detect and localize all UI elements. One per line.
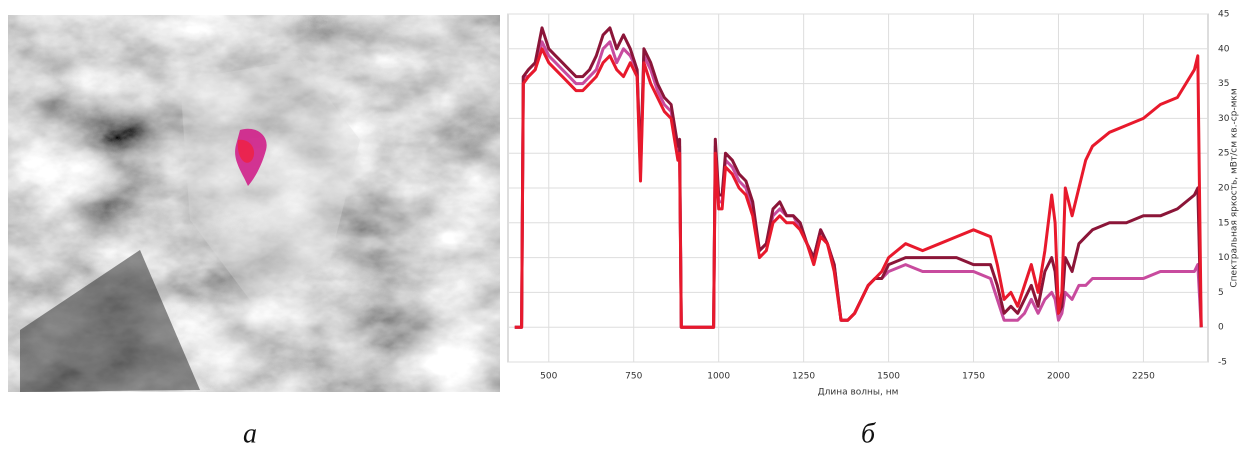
data-line <box>515 42 1201 327</box>
x-tick-label: 1000 <box>707 372 730 382</box>
x-axis-label: Длина волны, нм <box>818 388 899 398</box>
satellite-image <box>8 15 500 392</box>
y-tick-label: 10 <box>1218 253 1230 263</box>
caption: а <box>243 418 257 448</box>
x-tick-label: 2250 <box>1132 372 1155 382</box>
y-axis-label: Спектральная яркость, мВт/см кв.-ср-мкм <box>1230 88 1240 287</box>
y-tick-label: 25 <box>1218 149 1229 159</box>
y-tick-label: 15 <box>1218 218 1229 228</box>
x-tick-label: 1250 <box>792 372 815 382</box>
y-tick-label: 5 <box>1218 288 1224 298</box>
y-tick-label: 0 <box>1218 323 1224 333</box>
y-tick-label: 35 <box>1218 79 1229 89</box>
y-tick-label: 45 <box>1218 10 1229 20</box>
x-tick-label: 750 <box>625 372 642 382</box>
caption: б <box>861 418 876 448</box>
figure: а б Длина волны, нм Спектральная яркость… <box>0 0 1240 448</box>
x-tick-label: 1500 <box>877 372 900 382</box>
page: {"chart_data": {"type": "line", "x_label… <box>0 0 1240 448</box>
y-tick-label: 20 <box>1218 184 1230 194</box>
y-tick-label: 30 <box>1218 114 1230 124</box>
y-tick-label: -5 <box>1218 358 1227 368</box>
y-tick-label: 40 <box>1218 44 1230 54</box>
x-tick-label: 1750 <box>962 372 985 382</box>
x-tick-label: 2000 <box>1047 372 1070 382</box>
x-tick-label: 500 <box>540 372 557 382</box>
